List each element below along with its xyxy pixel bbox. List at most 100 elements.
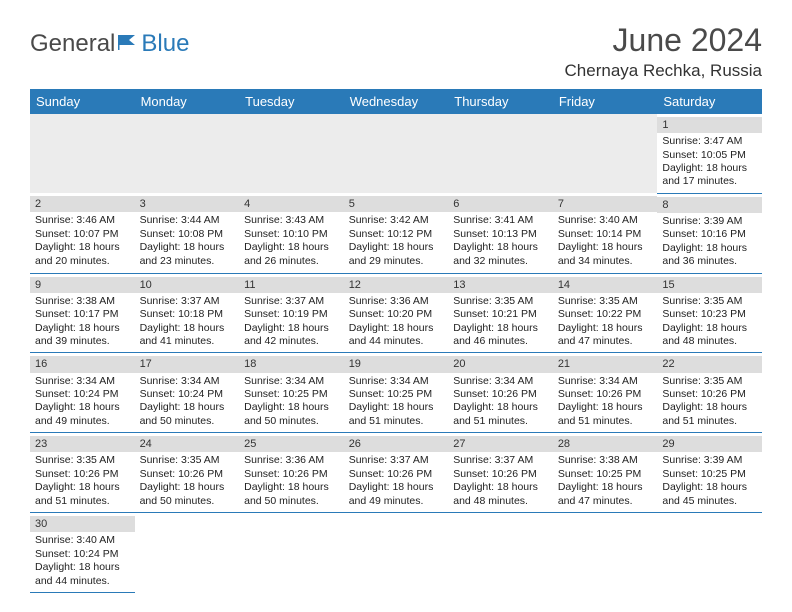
daylight-line: Daylight: 18 hours and 48 minutes.: [453, 481, 548, 508]
daylight-line: Daylight: 18 hours and 29 minutes.: [349, 241, 444, 268]
daylight-line: Daylight: 18 hours and 50 minutes.: [140, 401, 235, 428]
weekday-header-row: Sunday Monday Tuesday Wednesday Thursday…: [30, 89, 762, 114]
sunrise-line: Sunrise: 3:37 AM: [140, 295, 235, 308]
daylight-line: Daylight: 18 hours and 51 minutes.: [35, 481, 130, 508]
day-number: 19: [344, 356, 449, 372]
empty-cell: [657, 513, 762, 593]
logo-text-general: General: [30, 30, 115, 58]
sunrise-line: Sunrise: 3:36 AM: [349, 295, 444, 308]
day-cell-11: 11Sunrise: 3:37 AMSunset: 10:19 PMDaylig…: [239, 273, 344, 353]
sunset-line: Sunset: 10:26 PM: [244, 468, 339, 481]
empty-cell: [135, 114, 240, 193]
day-cell-8: 8Sunrise: 3:39 AMSunset: 10:16 PMDayligh…: [657, 193, 762, 273]
sunset-line: Sunset: 10:25 PM: [349, 388, 444, 401]
empty-cell: [553, 114, 658, 193]
sunrise-line: Sunrise: 3:40 AM: [35, 534, 130, 547]
day-number: 3: [135, 196, 240, 212]
sunset-line: Sunset: 10:23 PM: [662, 308, 757, 321]
day-number: 16: [30, 356, 135, 372]
day-number: 7: [553, 196, 658, 212]
day-cell-23: 23Sunrise: 3:35 AMSunset: 10:26 PMDaylig…: [30, 433, 135, 513]
day-cell-26: 26Sunrise: 3:37 AMSunset: 10:26 PMDaylig…: [344, 433, 449, 513]
day-cell-24: 24Sunrise: 3:35 AMSunset: 10:26 PMDaylig…: [135, 433, 240, 513]
sunrise-line: Sunrise: 3:38 AM: [558, 454, 653, 467]
sunrise-line: Sunrise: 3:37 AM: [244, 295, 339, 308]
sunset-line: Sunset: 10:13 PM: [453, 228, 548, 241]
sunset-line: Sunset: 10:26 PM: [453, 468, 548, 481]
sunset-line: Sunset: 10:17 PM: [35, 308, 130, 321]
day-number: 14: [553, 277, 658, 293]
daylight-line: Daylight: 18 hours and 36 minutes.: [662, 242, 757, 269]
empty-cell: [239, 114, 344, 193]
day-cell-7: 7Sunrise: 3:40 AMSunset: 10:14 PMDayligh…: [553, 193, 658, 273]
calendar-row: 30Sunrise: 3:40 AMSunset: 10:24 PMDaylig…: [30, 513, 762, 593]
sunrise-line: Sunrise: 3:38 AM: [35, 295, 130, 308]
sunset-line: Sunset: 10:24 PM: [35, 548, 130, 561]
daylight-line: Daylight: 18 hours and 23 minutes.: [140, 241, 235, 268]
sunrise-line: Sunrise: 3:35 AM: [35, 454, 130, 467]
daylight-line: Daylight: 18 hours and 47 minutes.: [558, 322, 653, 349]
col-saturday: Saturday: [657, 89, 762, 114]
sunset-line: Sunset: 10:21 PM: [453, 308, 548, 321]
day-cell-18: 18Sunrise: 3:34 AMSunset: 10:25 PMDaylig…: [239, 353, 344, 433]
calendar-row: 9Sunrise: 3:38 AMSunset: 10:17 PMDayligh…: [30, 273, 762, 353]
daylight-line: Daylight: 18 hours and 50 minutes.: [244, 481, 339, 508]
sunrise-line: Sunrise: 3:34 AM: [35, 375, 130, 388]
day-number: 6: [448, 196, 553, 212]
day-number: 1: [657, 117, 762, 133]
day-number: 2: [30, 196, 135, 212]
day-number: 9: [30, 277, 135, 293]
day-number: 17: [135, 356, 240, 372]
sunset-line: Sunset: 10:25 PM: [662, 468, 757, 481]
daylight-line: Daylight: 18 hours and 26 minutes.: [244, 241, 339, 268]
col-wednesday: Wednesday: [344, 89, 449, 114]
day-number: 28: [553, 436, 658, 452]
sunrise-line: Sunrise: 3:35 AM: [453, 295, 548, 308]
daylight-line: Daylight: 18 hours and 51 minutes.: [349, 401, 444, 428]
daylight-line: Daylight: 18 hours and 49 minutes.: [349, 481, 444, 508]
empty-cell: [344, 114, 449, 193]
sunset-line: Sunset: 10:26 PM: [453, 388, 548, 401]
daylight-line: Daylight: 18 hours and 42 minutes.: [244, 322, 339, 349]
day-cell-4: 4Sunrise: 3:43 AMSunset: 10:10 PMDayligh…: [239, 193, 344, 273]
daylight-line: Daylight: 18 hours and 17 minutes.: [662, 162, 757, 189]
sunrise-line: Sunrise: 3:35 AM: [662, 375, 757, 388]
day-number: 13: [448, 277, 553, 293]
logo: General Blue: [30, 30, 189, 58]
sunset-line: Sunset: 10:25 PM: [244, 388, 339, 401]
empty-cell: [448, 114, 553, 193]
day-cell-29: 29Sunrise: 3:39 AMSunset: 10:25 PMDaylig…: [657, 433, 762, 513]
day-number: 5: [344, 196, 449, 212]
day-number: 25: [239, 436, 344, 452]
daylight-line: Daylight: 18 hours and 20 minutes.: [35, 241, 130, 268]
day-cell-27: 27Sunrise: 3:37 AMSunset: 10:26 PMDaylig…: [448, 433, 553, 513]
daylight-line: Daylight: 18 hours and 51 minutes.: [662, 401, 757, 428]
sunrise-line: Sunrise: 3:35 AM: [140, 454, 235, 467]
day-cell-6: 6Sunrise: 3:41 AMSunset: 10:13 PMDayligh…: [448, 193, 553, 273]
daylight-line: Daylight: 18 hours and 41 minutes.: [140, 322, 235, 349]
sunrise-line: Sunrise: 3:43 AM: [244, 214, 339, 227]
day-number: 21: [553, 356, 658, 372]
col-sunday: Sunday: [30, 89, 135, 114]
daylight-line: Daylight: 18 hours and 39 minutes.: [35, 322, 130, 349]
sunset-line: Sunset: 10:26 PM: [662, 388, 757, 401]
day-cell-21: 21Sunrise: 3:34 AMSunset: 10:26 PMDaylig…: [553, 353, 658, 433]
sunset-line: Sunset: 10:26 PM: [140, 468, 235, 481]
day-number: 29: [657, 436, 762, 452]
col-monday: Monday: [135, 89, 240, 114]
sunrise-line: Sunrise: 3:34 AM: [558, 375, 653, 388]
day-number: 26: [344, 436, 449, 452]
empty-cell: [239, 513, 344, 593]
sunrise-line: Sunrise: 3:37 AM: [453, 454, 548, 467]
empty-cell: [553, 513, 658, 593]
sunrise-line: Sunrise: 3:36 AM: [244, 454, 339, 467]
day-cell-10: 10Sunrise: 3:37 AMSunset: 10:18 PMDaylig…: [135, 273, 240, 353]
logo-text-blue: Blue: [141, 30, 189, 58]
daylight-line: Daylight: 18 hours and 44 minutes.: [35, 561, 130, 588]
daylight-line: Daylight: 18 hours and 51 minutes.: [453, 401, 548, 428]
calendar-table: Sunday Monday Tuesday Wednesday Thursday…: [30, 89, 762, 593]
day-cell-20: 20Sunrise: 3:34 AMSunset: 10:26 PMDaylig…: [448, 353, 553, 433]
daylight-line: Daylight: 18 hours and 47 minutes.: [558, 481, 653, 508]
sunrise-line: Sunrise: 3:42 AM: [349, 214, 444, 227]
day-number: 4: [239, 196, 344, 212]
